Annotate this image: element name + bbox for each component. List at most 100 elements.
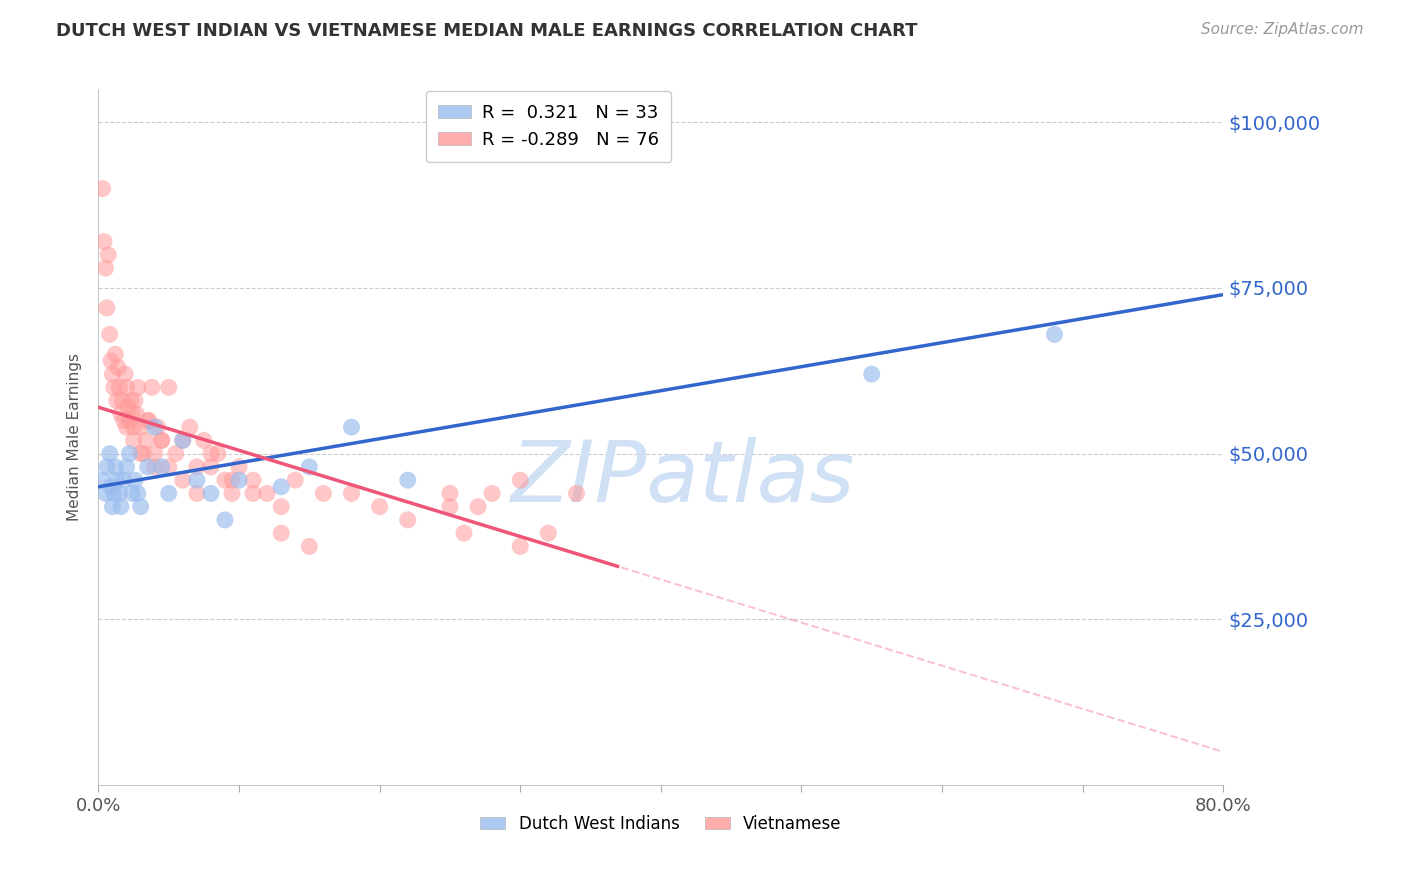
Point (1043, 327, 1066, 342)
Point (108, 486, 131, 500)
Point (121, 486, 143, 500)
Point (509, 473, 531, 487)
Point (143, 420, 166, 434)
Point (96, 459, 118, 474)
Point (114, 367, 136, 381)
Point (340, 420, 363, 434)
Point (467, 500, 489, 514)
Point (165, 447, 187, 461)
Point (100, 354, 122, 368)
Point (101, 367, 124, 381)
Point (200, 486, 222, 500)
Point (98, 327, 121, 342)
Point (108, 380, 131, 394)
Point (112, 413, 135, 427)
Point (138, 413, 160, 427)
Point (115, 459, 138, 474)
Point (186, 473, 208, 487)
Point (270, 480, 292, 494)
Point (186, 459, 208, 474)
Point (98, 447, 121, 461)
Point (439, 500, 461, 514)
Point (94, 486, 117, 500)
Point (127, 486, 149, 500)
Point (93, 235, 115, 249)
Point (135, 434, 157, 448)
Point (256, 486, 278, 500)
Point (103, 486, 125, 500)
Point (207, 447, 229, 461)
Y-axis label: Median Male Earnings: Median Male Earnings (67, 353, 83, 521)
Point (121, 407, 143, 421)
Point (91, 181, 114, 195)
Point (150, 459, 173, 474)
Point (172, 434, 194, 448)
Point (172, 473, 194, 487)
Point (117, 401, 139, 415)
Point (565, 486, 588, 500)
Point (111, 393, 134, 408)
Point (157, 486, 180, 500)
Text: Source: ZipAtlas.com: Source: ZipAtlas.com (1201, 22, 1364, 37)
Point (120, 393, 142, 408)
Point (141, 380, 163, 394)
Point (115, 380, 138, 394)
Point (186, 486, 208, 500)
Point (298, 540, 321, 554)
Point (368, 500, 391, 514)
Point (124, 393, 146, 408)
Point (312, 486, 335, 500)
Point (214, 513, 236, 527)
Point (125, 407, 148, 421)
Point (340, 486, 363, 500)
Point (105, 473, 128, 487)
Point (104, 459, 127, 474)
Point (157, 380, 180, 394)
Point (129, 500, 152, 514)
Point (107, 360, 129, 375)
Point (242, 473, 264, 487)
Point (228, 473, 250, 487)
Point (122, 420, 145, 434)
Point (143, 447, 166, 461)
Point (136, 459, 159, 474)
Text: DUTCH WEST INDIAN VS VIETNAMESE MEDIAN MALE EARNINGS CORRELATION CHART: DUTCH WEST INDIAN VS VIETNAMESE MEDIAN M… (56, 22, 918, 40)
Point (396, 513, 419, 527)
Point (270, 500, 292, 514)
Point (129, 447, 152, 461)
Point (179, 420, 201, 434)
Point (214, 473, 236, 487)
Point (97, 248, 120, 262)
Point (104, 347, 127, 361)
Point (396, 473, 419, 487)
Point (110, 407, 132, 421)
Point (298, 459, 321, 474)
Point (100, 480, 122, 494)
Point (157, 459, 180, 474)
Point (242, 486, 264, 500)
Point (537, 526, 560, 541)
Point (124, 473, 146, 487)
Point (221, 473, 243, 487)
Point (453, 526, 475, 541)
Point (270, 526, 292, 541)
Point (136, 413, 159, 427)
Point (146, 420, 169, 434)
Point (118, 413, 141, 427)
Point (150, 434, 173, 448)
Point (143, 459, 166, 474)
Point (150, 434, 173, 448)
Point (122, 434, 145, 448)
Legend: Dutch West Indians, Vietnamese: Dutch West Indians, Vietnamese (474, 808, 848, 839)
Point (439, 486, 461, 500)
Point (105, 393, 128, 408)
Point (101, 500, 124, 514)
Point (193, 434, 215, 448)
Point (860, 367, 883, 381)
Point (118, 447, 141, 461)
Point (110, 500, 132, 514)
Point (200, 447, 222, 461)
Point (129, 420, 152, 434)
Point (94, 261, 117, 276)
Point (172, 434, 194, 448)
